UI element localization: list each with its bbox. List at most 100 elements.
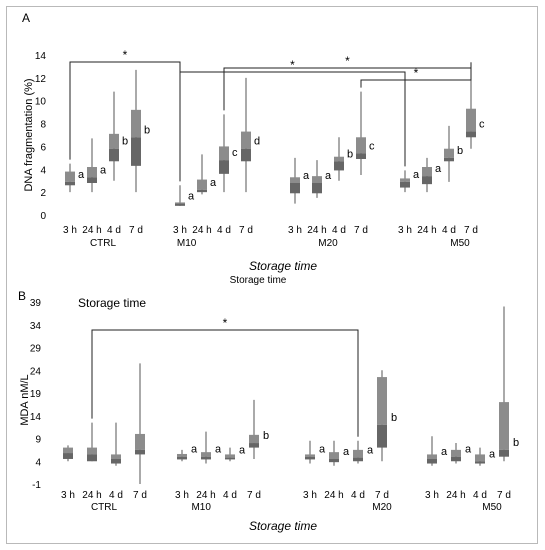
y-tick-label: 29	[30, 344, 42, 355]
x-tick-label: 7 d	[247, 490, 261, 501]
significance-bracket	[223, 62, 472, 111]
group-label: CTRL	[91, 502, 118, 513]
box-upper-quartile	[312, 176, 322, 183]
box-lower-quartile	[377, 424, 387, 448]
y-tick-label: 6	[40, 142, 46, 153]
box-upper-quartile	[451, 449, 461, 457]
box-lower-quartile	[109, 148, 119, 162]
box-lower-quartile	[131, 137, 141, 166]
x-tick-label: 24 h	[417, 225, 436, 236]
x-tick-label: 4 d	[109, 490, 123, 501]
box-upper-quartile	[305, 454, 315, 457]
y-tick-label: 2	[40, 188, 46, 199]
y-tick-label: 34	[30, 321, 42, 332]
box-upper-quartile	[499, 402, 509, 450]
significance-letter: a	[325, 170, 332, 182]
box-lower-quartile	[499, 449, 509, 457]
significance-letter: b	[144, 124, 150, 136]
y-tick-label: 8	[40, 120, 46, 131]
box-upper-quartile	[135, 433, 145, 450]
box-lower-quartile	[241, 148, 251, 162]
box-upper-quartile	[177, 453, 187, 457]
significance-letter: a	[191, 444, 198, 456]
significance-letter: c	[479, 119, 485, 131]
significance-letter: a	[100, 164, 107, 176]
panel-a-x-axis-title: Storage time	[249, 259, 317, 273]
box-upper-quartile	[466, 108, 476, 132]
box-upper-quartile	[109, 133, 119, 149]
box-upper-quartile	[87, 447, 97, 455]
box-lower-quartile	[334, 161, 344, 171]
x-tick-label: 7 d	[239, 225, 253, 236]
significance-letter: b	[122, 136, 128, 148]
y-tick-label: 12	[35, 74, 47, 85]
x-tick-label: 4 d	[217, 225, 231, 236]
significance-bracket	[91, 329, 359, 437]
box-lower-quartile	[177, 456, 187, 460]
significance-letter: a	[343, 446, 350, 458]
significance-star: *	[290, 58, 295, 72]
x-tick-label: 7 d	[497, 490, 511, 501]
x-tick-label: 4 d	[107, 225, 121, 236]
x-tick-label: 3 h	[425, 490, 439, 501]
x-tick-label: 24 h	[446, 490, 465, 501]
x-tick-label: 7 d	[375, 490, 389, 501]
significance-letter: a	[465, 444, 472, 456]
significance-star: *	[414, 66, 419, 80]
significance-letter: b	[263, 430, 269, 442]
significance-star: *	[123, 48, 128, 62]
box-upper-quartile	[219, 146, 229, 161]
box-upper-quartile	[249, 434, 259, 444]
x-tick-label: 24 h	[192, 225, 211, 236]
significance-letter: a	[435, 163, 442, 175]
significance-star: *	[223, 316, 228, 330]
significance-letter: d	[254, 136, 260, 148]
panel-a-label: A	[22, 11, 30, 25]
significance-bracket	[360, 62, 472, 88]
x-tick-label: 3 h	[63, 225, 77, 236]
box-lower-quartile	[201, 456, 211, 460]
box-lower-quartile	[466, 131, 476, 138]
panel-a-subtitle: Storage time	[230, 275, 287, 286]
y-tick-label: 9	[35, 435, 41, 446]
box-upper-quartile	[65, 171, 75, 182]
box-lower-quartile	[225, 457, 235, 460]
box-upper-quartile	[353, 449, 363, 458]
y-tick-label: 19	[30, 389, 42, 400]
box-upper-quartile	[225, 454, 235, 458]
box-upper-quartile	[131, 109, 141, 138]
significance-letter: a	[303, 170, 310, 182]
box-lower-quartile	[451, 456, 461, 462]
significance-letter: a	[413, 169, 420, 181]
box-lower-quartile	[219, 160, 229, 174]
x-tick-label: 3 h	[61, 490, 75, 501]
significance-letter: c	[232, 147, 238, 159]
box-upper-quartile	[175, 202, 185, 204]
panel-b-chart: B MDA nM/L Storage time Storage time -1 4…	[18, 289, 519, 533]
y-tick-label: 4	[35, 457, 41, 468]
box-lower-quartile	[63, 453, 73, 459]
x-tick-label: 24 h	[324, 490, 343, 501]
box-lower-quartile	[65, 181, 75, 186]
box-upper-quartile	[290, 177, 300, 183]
significance-letter: b	[457, 145, 463, 157]
box-upper-quartile	[400, 178, 410, 182]
x-tick-label: 24 h	[307, 225, 326, 236]
box-upper-quartile	[475, 454, 485, 462]
significance-letter: b	[347, 148, 353, 160]
box-lower-quartile	[312, 183, 322, 194]
y-tick-label: 0	[40, 211, 46, 222]
x-tick-label: 7 d	[129, 225, 143, 236]
box-lower-quartile	[427, 458, 437, 464]
box-lower-quartile	[135, 449, 145, 455]
group-label: M10	[177, 238, 197, 249]
x-tick-label: 4 d	[332, 225, 346, 236]
box-upper-quartile	[111, 454, 121, 459]
box-lower-quartile	[422, 176, 432, 185]
box-lower-quartile	[175, 203, 185, 206]
x-tick-label: 24 h	[82, 490, 101, 501]
box-lower-quartile	[475, 461, 485, 464]
box-upper-quartile	[329, 452, 339, 459]
y-tick-label: 4	[40, 165, 46, 176]
